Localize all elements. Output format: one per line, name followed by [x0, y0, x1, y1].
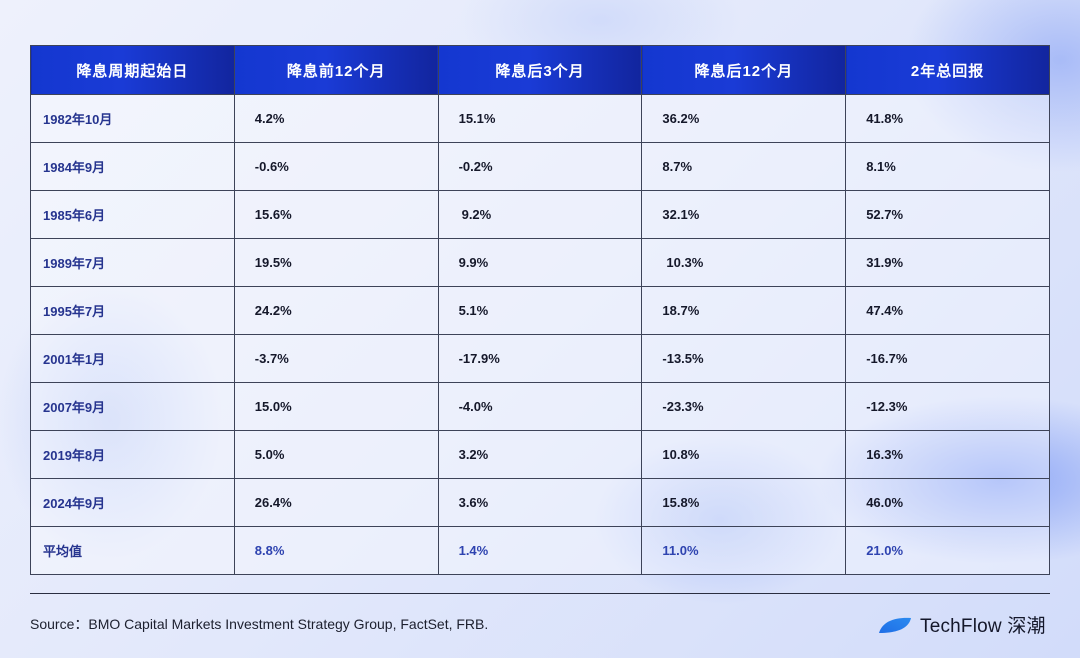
- cell-total-2y: 52.7%: [845, 190, 1050, 239]
- cell-after-12m: -23.3%: [641, 382, 847, 431]
- cell-after-3m: -4.0%: [437, 382, 643, 431]
- cell-before-12m: 26.4%: [233, 478, 439, 527]
- cell-after-3m: 9.9%: [437, 238, 643, 287]
- cell-before-12m: 15.6%: [233, 190, 439, 239]
- header-after-12m: 降息后12个月: [641, 45, 847, 95]
- cell-before-12m: 24.2%: [233, 286, 439, 335]
- rate-cut-returns-table: 降息周期起始日 降息前12个月 降息后3个月 降息后12个月 2年总回报 198…: [30, 45, 1050, 575]
- cell-after-12m: 8.7%: [641, 142, 847, 191]
- cell-after-3m: 9.2%: [437, 190, 643, 239]
- cell-before-12m: 19.5%: [233, 238, 439, 287]
- brand-name: TechFlow 深潮: [920, 616, 1046, 637]
- average-after-3m: 1.4%: [437, 526, 643, 575]
- average-before-12m: 8.8%: [233, 526, 439, 575]
- table-row: 1985年6月 15.6% 9.2% 32.1% 52.7%: [30, 190, 1050, 239]
- returns-table-container: 降息周期起始日 降息前12个月 降息后3个月 降息后12个月 2年总回报 198…: [30, 45, 1050, 575]
- cell-after-12m: 18.7%: [641, 286, 847, 335]
- table-row: 2019年8月 5.0% 3.2% 10.8% 16.3%: [30, 430, 1050, 479]
- table-row: 1995年7月 24.2% 5.1% 18.7% 47.4%: [30, 286, 1050, 335]
- average-label: 平均值: [30, 526, 235, 575]
- cell-before-12m: -0.6%: [233, 142, 439, 191]
- cell-date: 2019年8月: [30, 430, 235, 479]
- cell-after-3m: -17.9%: [437, 334, 643, 383]
- cell-total-2y: 41.8%: [845, 94, 1050, 143]
- average-total-2y: 21.0%: [845, 526, 1050, 575]
- cell-date: 1985年6月: [30, 190, 235, 239]
- cell-total-2y: 8.1%: [845, 142, 1050, 191]
- cell-date: 1995年7月: [30, 286, 235, 335]
- table-header-row: 降息周期起始日 降息前12个月 降息后3个月 降息后12个月 2年总回报: [30, 45, 1050, 95]
- cell-after-3m: 5.1%: [437, 286, 643, 335]
- cell-date: 2007年9月: [30, 382, 235, 431]
- cell-after-3m: 3.6%: [437, 478, 643, 527]
- table-row: 2007年9月 15.0% -4.0% -23.3% -12.3%: [30, 382, 1050, 431]
- cell-total-2y: 47.4%: [845, 286, 1050, 335]
- cell-after-12m: 36.2%: [641, 94, 847, 143]
- header-after-3m: 降息后3个月: [437, 45, 643, 95]
- cell-date: 2001年1月: [30, 334, 235, 383]
- cell-after-3m: -0.2%: [437, 142, 643, 191]
- cell-before-12m: 5.0%: [233, 430, 439, 479]
- cell-total-2y: 16.3%: [845, 430, 1050, 479]
- table-row: 1984年9月 -0.6% -0.2% 8.7% 8.1%: [30, 142, 1050, 191]
- cell-date: 2024年9月: [30, 478, 235, 527]
- cell-after-12m: 32.1%: [641, 190, 847, 239]
- techflow-logo-icon: [879, 617, 911, 633]
- cell-total-2y: -12.3%: [845, 382, 1050, 431]
- footer-divider: [30, 593, 1050, 594]
- cell-after-12m: 15.8%: [641, 478, 847, 527]
- cell-total-2y: 31.9%: [845, 238, 1050, 287]
- brand-logo: TechFlow 深潮: [878, 611, 1046, 638]
- header-before-12m: 降息前12个月: [233, 45, 439, 95]
- cell-after-3m: 3.2%: [437, 430, 643, 479]
- cell-after-12m: -13.5%: [641, 334, 847, 383]
- table-row: 2001年1月 -3.7% -17.9% -13.5% -16.7%: [30, 334, 1050, 383]
- cell-after-3m: 15.1%: [437, 94, 643, 143]
- cell-before-12m: -3.7%: [233, 334, 439, 383]
- table-row: 2024年9月 26.4% 3.6% 15.8% 46.0%: [30, 478, 1050, 527]
- cell-before-12m: 4.2%: [233, 94, 439, 143]
- cell-after-12m: 10.8%: [641, 430, 847, 479]
- cell-date: 1982年10月: [30, 94, 235, 143]
- cell-before-12m: 15.0%: [233, 382, 439, 431]
- table-row: 1989年7月 19.5% 9.9% 10.3% 31.9%: [30, 238, 1050, 287]
- average-after-12m: 11.0%: [641, 526, 847, 575]
- table-row: 1982年10月 4.2% 15.1% 36.2% 41.8%: [30, 94, 1050, 143]
- cell-date: 1984年9月: [30, 142, 235, 191]
- header-total-2y: 2年总回报: [845, 45, 1050, 95]
- cell-date: 1989年7月: [30, 238, 235, 287]
- average-row: 平均值 8.8% 1.4% 11.0% 21.0%: [30, 526, 1050, 575]
- source-note: Source：BMO Capital Markets Investment St…: [30, 616, 489, 632]
- cell-total-2y: 46.0%: [845, 478, 1050, 527]
- cell-after-12m: 10.3%: [641, 238, 847, 287]
- header-cycle-start: 降息周期起始日: [30, 45, 235, 95]
- cell-total-2y: -16.7%: [845, 334, 1050, 383]
